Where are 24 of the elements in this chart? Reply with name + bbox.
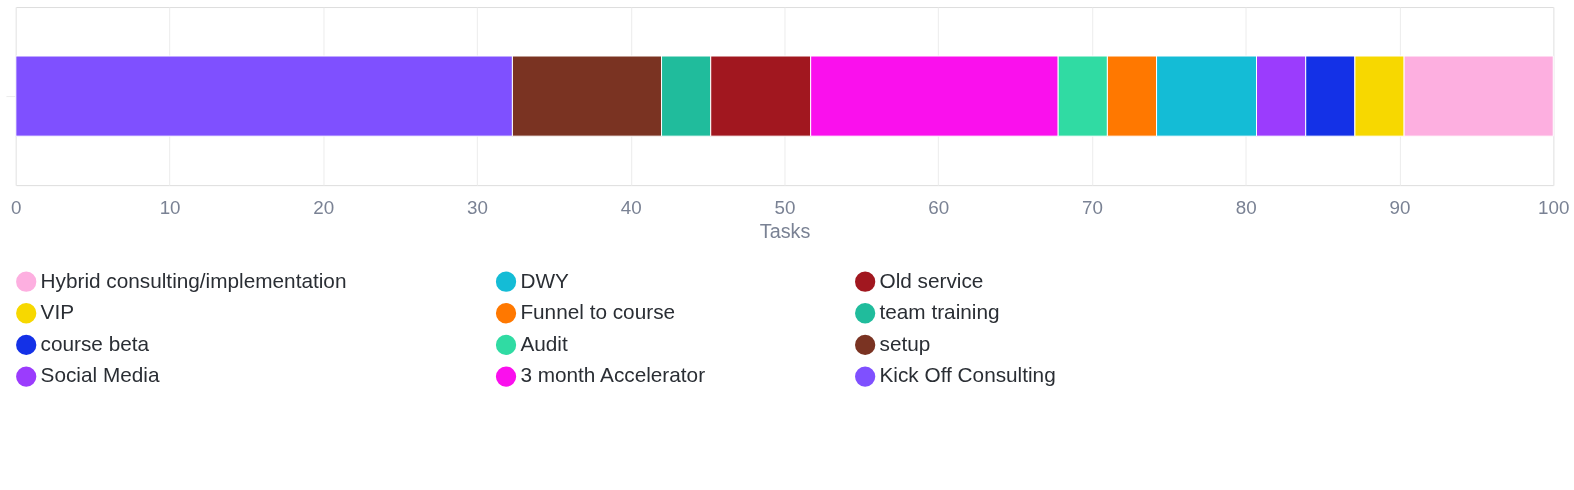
- x-tick-label: 50: [774, 197, 796, 219]
- legend-label: Social Media: [40, 363, 160, 387]
- x-tick-label: 10: [159, 197, 181, 219]
- legend-label: Funnel to course: [520, 300, 676, 324]
- legend-label: DWY: [520, 268, 569, 292]
- x-tick-label: 60: [928, 197, 950, 219]
- x-axis-title: Tasks: [759, 220, 811, 243]
- legend-label: Old service: [879, 268, 984, 292]
- legend-label: setup: [879, 331, 931, 355]
- legend-label: VIP: [40, 300, 75, 324]
- x-tick-label: 30: [467, 197, 488, 219]
- legend-label: course beta: [40, 331, 150, 355]
- x-tick-label: 70: [1082, 197, 1103, 219]
- x-tick-label: 80: [1235, 197, 1257, 219]
- x-tick-label: 90: [1389, 197, 1411, 219]
- x-tick-label: 100: [1538, 197, 1570, 219]
- x-tick-label: 20: [313, 197, 335, 219]
- legend-label: Audit: [520, 331, 568, 355]
- legend-label: Hybrid consulting/implementation: [40, 268, 347, 292]
- legend-label: team training: [879, 300, 1000, 324]
- x-tick-label: 0: [11, 197, 22, 219]
- legend-label: Kick Off Consulting: [879, 363, 1056, 387]
- x-tick-label: 40: [620, 197, 642, 219]
- legend-label: 3 month Accelerator: [520, 363, 706, 387]
